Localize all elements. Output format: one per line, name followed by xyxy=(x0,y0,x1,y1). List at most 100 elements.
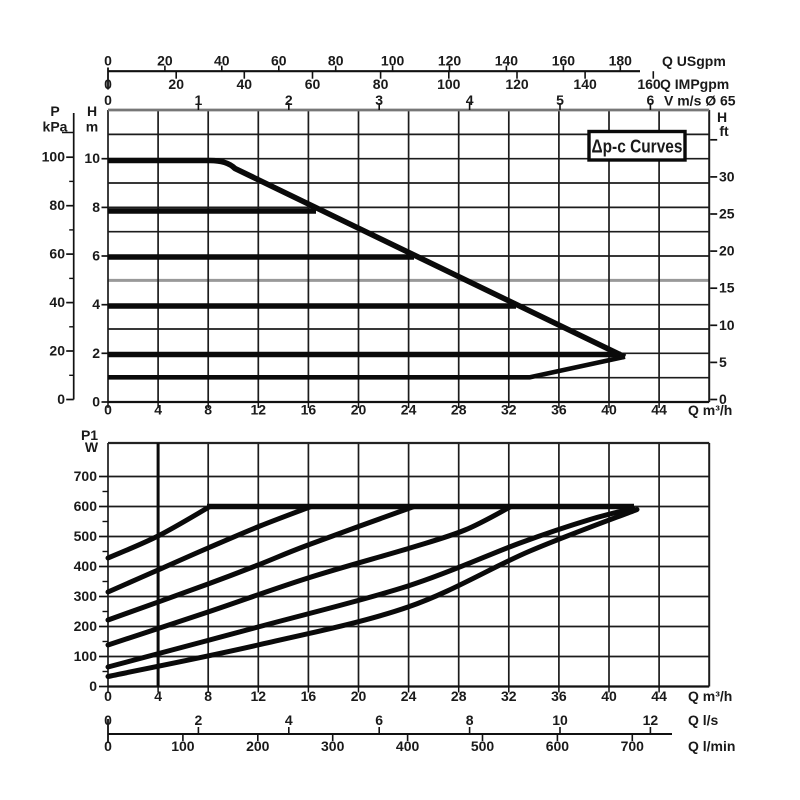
svg-text:H: H xyxy=(87,103,97,119)
svg-text:600: 600 xyxy=(546,738,570,754)
svg-text:24: 24 xyxy=(401,688,417,704)
svg-text:P1: P1 xyxy=(81,427,98,443)
svg-text:80: 80 xyxy=(328,53,344,69)
svg-text:kPa: kPa xyxy=(43,119,68,135)
svg-text:0: 0 xyxy=(104,712,112,728)
svg-text:8: 8 xyxy=(466,712,474,728)
svg-text:0: 0 xyxy=(89,678,97,694)
svg-text:28: 28 xyxy=(451,688,467,704)
svg-text:8: 8 xyxy=(204,402,212,418)
svg-text:2: 2 xyxy=(195,712,203,728)
svg-text:30: 30 xyxy=(719,168,735,184)
svg-text:4: 4 xyxy=(285,712,293,728)
svg-text:20: 20 xyxy=(49,343,65,359)
svg-text:16: 16 xyxy=(301,402,317,418)
svg-text:100: 100 xyxy=(381,53,405,69)
svg-text:300: 300 xyxy=(74,588,98,604)
svg-text:5: 5 xyxy=(556,92,564,108)
svg-text:0: 0 xyxy=(104,402,112,418)
svg-text:0: 0 xyxy=(104,92,112,108)
svg-text:Q l/min: Q l/min xyxy=(688,738,735,754)
svg-text:Q USgpm: Q USgpm xyxy=(662,53,726,69)
svg-text:0: 0 xyxy=(719,391,727,407)
svg-text:80: 80 xyxy=(373,76,389,92)
svg-text:180: 180 xyxy=(609,53,633,69)
svg-text:120: 120 xyxy=(505,76,529,92)
svg-text:4: 4 xyxy=(154,688,162,704)
svg-text:8: 8 xyxy=(204,688,212,704)
svg-text:4: 4 xyxy=(466,92,474,108)
svg-text:400: 400 xyxy=(396,738,420,754)
svg-text:160: 160 xyxy=(552,53,576,69)
svg-text:W: W xyxy=(85,439,99,455)
svg-text:140: 140 xyxy=(573,76,597,92)
svg-text:80: 80 xyxy=(49,197,65,213)
svg-text:120: 120 xyxy=(438,53,462,69)
svg-text:300: 300 xyxy=(321,738,345,754)
svg-text:0: 0 xyxy=(104,738,112,754)
svg-text:12: 12 xyxy=(251,688,267,704)
svg-text:20: 20 xyxy=(157,53,173,69)
svg-text:Q m³/h: Q m³/h xyxy=(688,402,732,418)
svg-text:0: 0 xyxy=(57,391,65,407)
svg-text:12: 12 xyxy=(251,402,267,418)
svg-text:5: 5 xyxy=(719,354,727,370)
svg-text:2: 2 xyxy=(285,92,293,108)
svg-text:24: 24 xyxy=(401,402,417,418)
svg-text:44: 44 xyxy=(651,402,667,418)
svg-text:3: 3 xyxy=(375,92,383,108)
svg-text:40: 40 xyxy=(601,688,617,704)
svg-text:140: 140 xyxy=(495,53,519,69)
svg-text:100: 100 xyxy=(74,648,98,664)
svg-text:60: 60 xyxy=(49,246,65,262)
svg-text:40: 40 xyxy=(49,294,65,310)
svg-text:32: 32 xyxy=(501,688,517,704)
svg-text:0: 0 xyxy=(92,394,100,410)
svg-text:36: 36 xyxy=(551,402,567,418)
svg-text:700: 700 xyxy=(621,738,645,754)
svg-text:Q IMPgpm: Q IMPgpm xyxy=(660,76,729,92)
svg-text:44: 44 xyxy=(651,688,667,704)
svg-text:2: 2 xyxy=(92,345,100,361)
svg-text:1: 1 xyxy=(195,92,203,108)
svg-text:6: 6 xyxy=(92,248,100,264)
svg-text:600: 600 xyxy=(74,498,98,514)
svg-text:6: 6 xyxy=(375,712,383,728)
svg-text:8: 8 xyxy=(92,199,100,215)
svg-text:500: 500 xyxy=(74,528,98,544)
svg-text:100: 100 xyxy=(437,76,461,92)
svg-text:0: 0 xyxy=(104,688,112,704)
svg-text:500: 500 xyxy=(471,738,495,754)
svg-text:400: 400 xyxy=(74,558,98,574)
svg-text:0: 0 xyxy=(104,76,112,92)
svg-text:160: 160 xyxy=(637,76,661,92)
svg-text:200: 200 xyxy=(74,618,98,634)
svg-text:4: 4 xyxy=(154,402,162,418)
svg-text:700: 700 xyxy=(74,468,98,484)
svg-text:m: m xyxy=(86,119,98,135)
svg-text:20: 20 xyxy=(351,688,367,704)
svg-text:Δp-c Curves: Δp-c Curves xyxy=(592,137,683,157)
svg-text:10: 10 xyxy=(84,150,100,166)
svg-text:Q m³/h: Q m³/h xyxy=(688,688,732,704)
svg-text:4: 4 xyxy=(92,296,100,312)
svg-text:36: 36 xyxy=(551,688,567,704)
svg-text:15: 15 xyxy=(719,280,735,296)
svg-text:V m/s Ø 65: V m/s Ø 65 xyxy=(664,93,736,109)
svg-text:100: 100 xyxy=(171,738,195,754)
svg-text:P: P xyxy=(50,103,59,119)
svg-text:40: 40 xyxy=(237,76,253,92)
svg-text:20: 20 xyxy=(351,402,367,418)
svg-text:25: 25 xyxy=(719,206,735,222)
svg-text:28: 28 xyxy=(451,402,467,418)
svg-text:0: 0 xyxy=(104,53,112,69)
svg-text:16: 16 xyxy=(301,688,317,704)
svg-text:10: 10 xyxy=(719,317,735,333)
svg-text:32: 32 xyxy=(501,402,517,418)
svg-text:100: 100 xyxy=(42,149,66,165)
svg-text:ft: ft xyxy=(719,123,729,139)
svg-text:40: 40 xyxy=(601,402,617,418)
svg-text:Q l/s: Q l/s xyxy=(688,712,719,728)
svg-text:12: 12 xyxy=(643,712,659,728)
svg-text:H: H xyxy=(717,109,727,125)
